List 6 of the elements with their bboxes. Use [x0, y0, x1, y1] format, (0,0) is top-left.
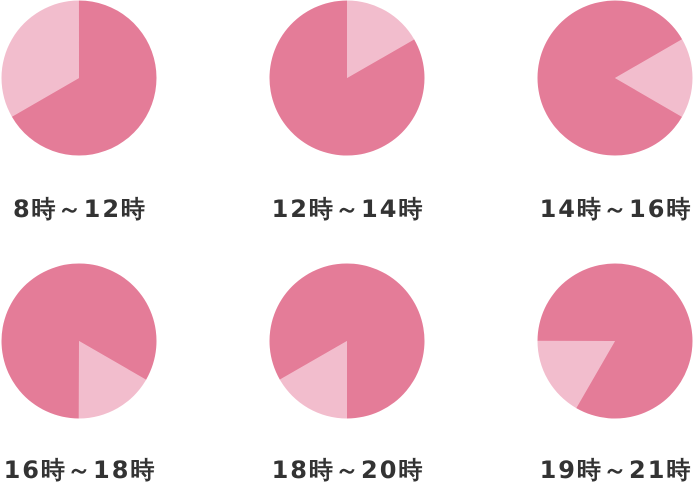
title: 16時～18時	[4, 456, 156, 484]
title: 18時～20時	[272, 456, 424, 484]
title: 8時～12時	[12, 195, 148, 223]
title: 12時～14時	[272, 195, 424, 223]
title: 14時～16時	[540, 195, 692, 223]
title: 19時～21時	[540, 456, 692, 484]
